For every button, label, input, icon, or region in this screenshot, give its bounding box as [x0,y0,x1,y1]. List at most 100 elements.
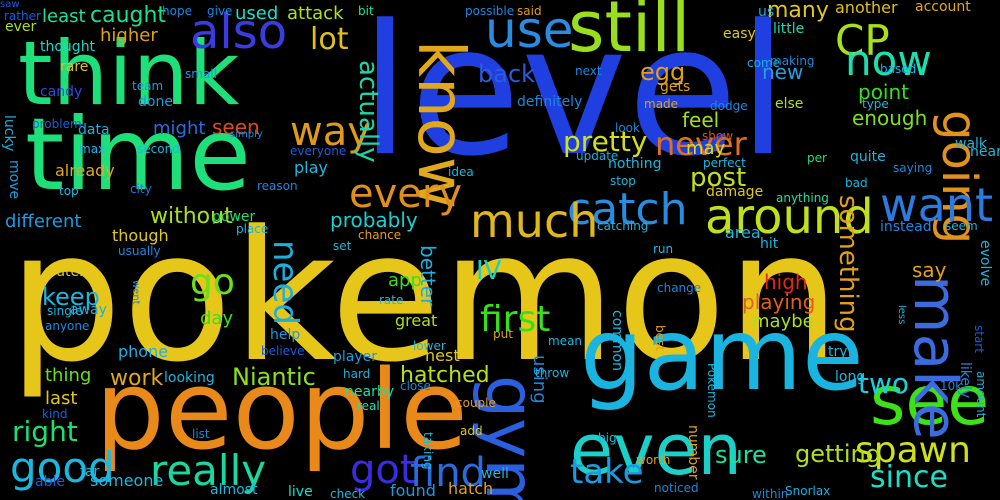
word-117: small [185,67,217,81]
word-62: playing [742,290,816,314]
word-74: attack [287,3,344,24]
word-79: easy [723,26,756,42]
word-86: though [112,226,169,245]
word-185: everyone [290,144,347,158]
word-53: egg [640,58,686,86]
word-112: lucky [1,115,17,152]
word-52: hatched [400,363,490,388]
word-81: city [130,182,152,196]
word-60: high [764,270,808,294]
word-49: probably [330,208,418,232]
word-167: nothing [608,156,662,172]
word-115: done [138,94,173,110]
word-12: make [900,275,970,440]
word-187: max [79,142,106,156]
word-40: actually [353,60,383,163]
word-2: level [360,0,789,196]
word-5: time [25,96,251,213]
word-138: per [807,151,827,165]
word-3: game [580,296,864,413]
word-195: kind [42,407,68,421]
word-189: usually [118,244,161,258]
word-66: app [388,270,422,291]
word-80: account [915,0,971,15]
word-54: back [478,60,536,88]
word-22: every [349,171,463,217]
word-83: play [294,158,328,177]
word-6: think [18,22,240,125]
word-20: really [150,446,267,495]
word-107: away [70,302,107,318]
word-169: well [481,466,509,482]
word-68: may [686,138,726,159]
word-132: come [747,56,781,70]
word-72: higher [100,25,158,46]
word-30: since [870,460,948,495]
word-149: 10k [940,379,963,393]
word-121: possible [465,4,515,18]
word-102: almost [210,482,258,498]
word-197: rather [4,9,41,23]
word-130: making [770,54,815,68]
word-56: many [767,0,829,23]
word-129: type [862,97,889,111]
word-172: add [460,424,483,438]
word-146: less [896,305,907,325]
word-26: got [350,447,416,493]
word-139: perfect [703,156,746,170]
word-166: stop [610,174,636,188]
word-141: quite [850,149,886,165]
word-120: bit [358,4,374,18]
word-128: else [775,96,804,112]
word-10: see [870,362,990,441]
word-25: way [290,109,371,155]
word-104: able [35,474,65,490]
word-175: couple [456,396,496,410]
word-17: around [705,189,874,245]
word-101: check [330,487,366,500]
word-114: thought [40,39,96,55]
word-188: top [59,184,79,198]
word-24: now [845,36,932,85]
word-105: far [80,464,100,480]
word-123: definitely [517,94,583,110]
word-90: help [270,327,301,343]
word-89: looking [164,370,215,386]
word-31: first [480,299,551,340]
word-32: go [190,262,235,303]
word-161: change [657,281,702,295]
word-65: thing [45,365,92,386]
word-67: day [200,308,234,329]
word-44: IV [476,256,502,286]
word-157: worth [636,453,671,467]
word-29: take [570,452,644,492]
word-168: damage [706,184,764,200]
word-170: hit [760,236,779,252]
word-178: lower [413,339,446,353]
word-119: give [207,4,233,18]
word-134: show [702,129,734,143]
word-97: close [400,379,431,393]
word-41: right [12,415,78,448]
word-61: say [912,258,947,282]
word-100: live [288,484,313,500]
word-106: water [45,264,85,280]
word-194: list [192,427,210,441]
word-198: saw [0,0,20,10]
word-94: hard [343,367,371,381]
word-127: dodge [710,99,748,113]
word-19: much [470,194,599,248]
word-142: anything [776,191,829,205]
word-152: long [835,369,866,385]
word-137: near [970,144,1000,160]
word-48: without [150,204,233,229]
word-71: might [153,118,206,139]
word-192: went [130,280,141,305]
word-93: player [333,349,378,365]
word-148: amount [974,371,988,418]
word-95: nearby [345,384,394,400]
word-69: new [762,60,804,84]
word-162: run [653,242,674,256]
word-122: said [517,4,542,18]
word-35: two [858,367,910,400]
